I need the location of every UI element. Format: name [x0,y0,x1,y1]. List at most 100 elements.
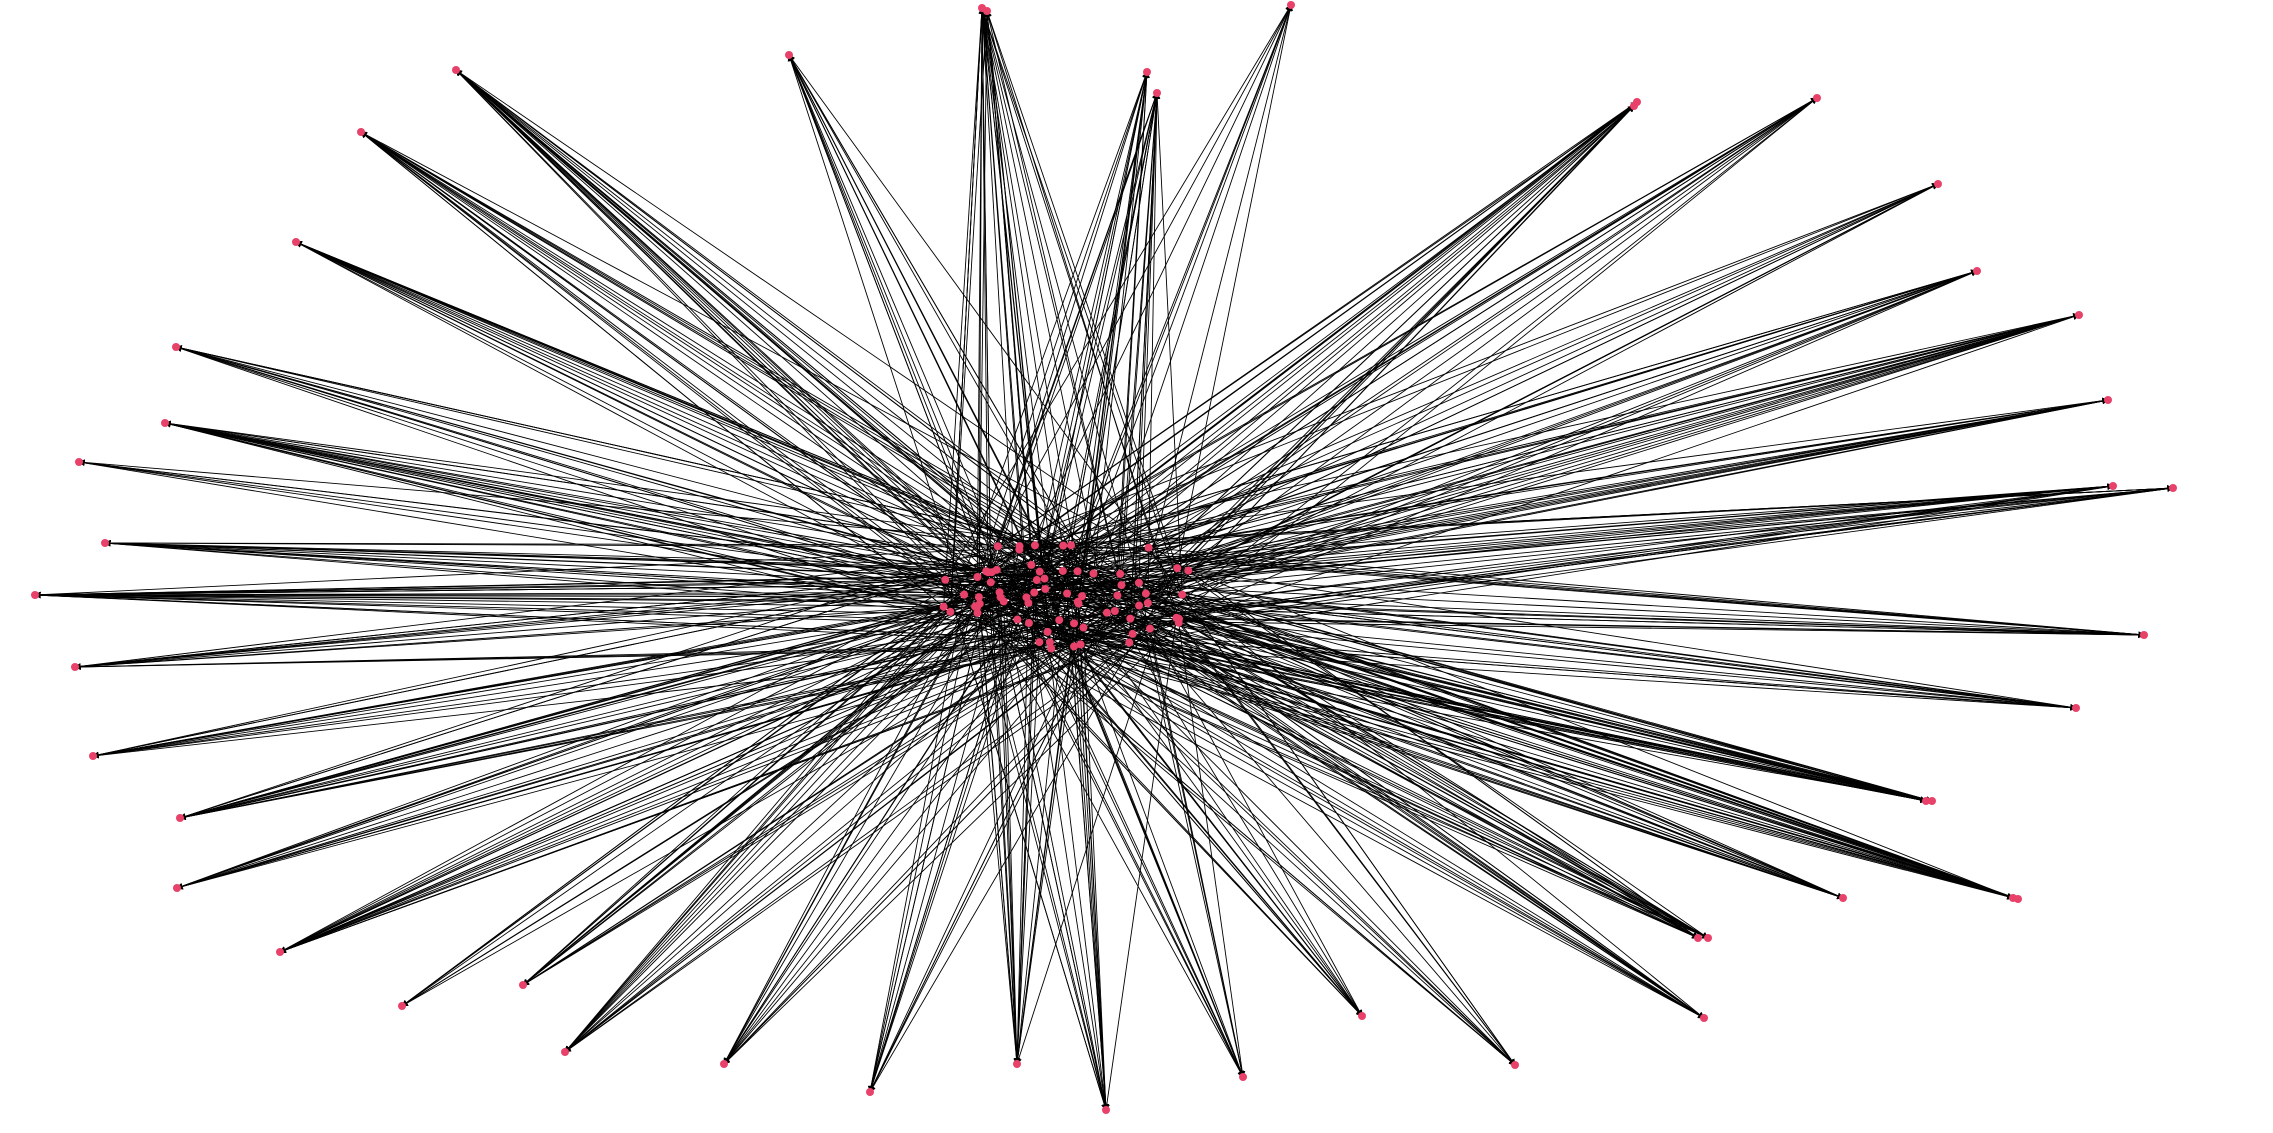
core-node [1135,601,1144,610]
edge [104,540,1037,581]
edge [455,69,1052,649]
edge [1003,601,1705,1019]
peripheral-node [785,51,793,59]
core-node [1067,541,1076,550]
edge [1034,397,2109,546]
edge [1120,573,2145,638]
edge [1051,647,2014,900]
edge [1138,605,1363,1017]
peripheral-node [1358,1012,1366,1020]
core-node [996,593,1005,602]
core-node [992,565,1001,574]
core-node [1116,569,1125,578]
edge [92,573,1121,759]
edge [1025,71,1149,598]
core-node [1015,542,1024,551]
peripheral-node [561,1048,569,1056]
edge [1149,628,1245,1078]
edge [1080,270,1978,645]
edge [455,69,1189,572]
edge [1019,183,1939,551]
peripheral-node [2169,484,2177,492]
edge [990,582,1108,1111]
peripheral-node [1287,1,1295,9]
core-node [1117,581,1126,590]
peripheral-node [866,1088,874,1096]
core-node [982,567,991,576]
edge [455,69,1140,606]
edge [1044,92,1159,579]
edge [1066,593,1699,939]
peripheral-node [1973,267,1981,275]
edge [360,131,1048,633]
edge [164,420,1064,547]
core-node [1073,567,1082,576]
edge [1148,547,1516,1066]
edge [949,10,990,612]
edge [978,105,1635,598]
edge [1182,594,1927,803]
edge [564,596,1001,1053]
edge [179,622,1179,821]
edge [455,69,1068,594]
edge [175,345,989,573]
edge [1077,570,1844,899]
edge [1017,619,1705,1019]
peripheral-node [292,238,300,246]
edge [950,611,1705,1019]
peripheral-node [276,948,284,956]
peripheral-node [1922,797,1930,805]
edge [1047,4,1292,632]
edge [564,628,1151,1053]
peripheral-node [75,458,83,466]
edge [723,593,1068,1065]
edge [522,579,1038,986]
edge [1044,71,1149,579]
edge [1132,92,1160,634]
edge [279,618,1131,953]
edge [977,71,1149,578]
edge [979,603,1844,900]
edge [455,69,978,608]
edge [1019,545,1927,803]
edge [360,131,1084,628]
edge [1117,313,2080,596]
peripheral-node [1700,1014,1708,1022]
edge [1067,483,2114,594]
edge [175,345,1075,624]
edge [723,644,1081,1065]
core-node [1013,615,1022,624]
core-node [1043,627,1052,636]
edge [1070,545,1109,1111]
core-node [1079,623,1088,632]
edge [179,619,1060,820]
edge [1013,602,1029,1065]
edge [564,606,944,1053]
edge [1154,92,1183,595]
edge [869,612,1108,1093]
edge [1047,485,2174,633]
edge [279,645,1075,953]
edge [176,641,1051,890]
peripheral-node [176,814,184,822]
edge [867,594,965,1093]
edge [1066,593,2019,901]
edge [1028,622,1927,803]
core-node [1089,569,1098,578]
edge [1062,183,1939,572]
edge [1106,313,2080,614]
edge [1003,601,1108,1111]
edge [455,69,989,573]
edge [1145,593,2019,901]
edge [984,10,1035,593]
edge [1034,544,2014,900]
edge [978,596,1244,1078]
peripheral-node [89,752,97,760]
edge [1077,570,1709,939]
core-node [1059,541,1068,550]
edge [1067,397,2109,594]
edge [1128,92,1160,643]
edge [1044,588,1244,1078]
core-node [1041,584,1050,593]
core-node [946,607,955,616]
